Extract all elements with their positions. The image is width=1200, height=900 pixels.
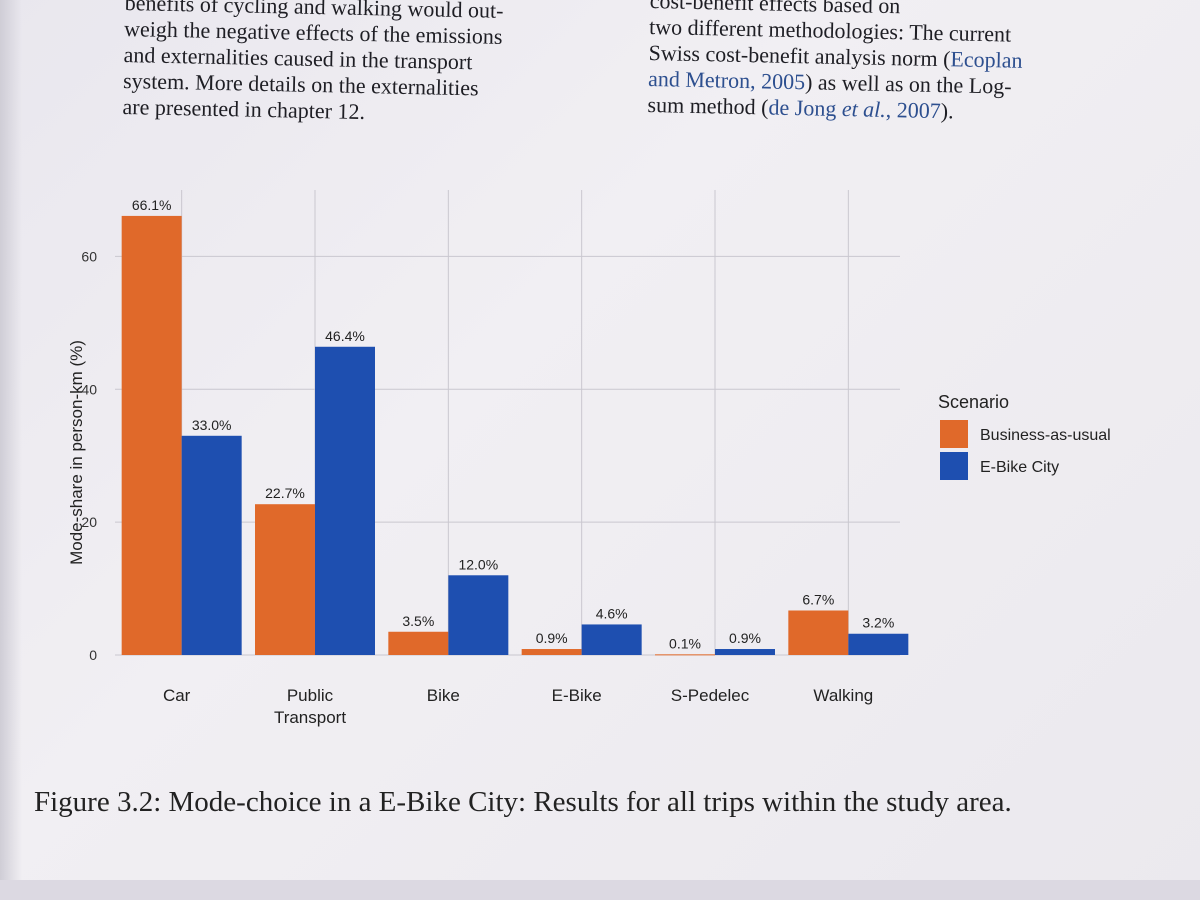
y-tick-label-20: 20 xyxy=(81,514,97,530)
y-tick-label-0: 0 xyxy=(89,647,97,663)
chart-labels: 0 20 40 60 66.1% 33.0% Car 22.7% 46.4% Public Tran… xyxy=(67,197,894,727)
bar-bau-2 xyxy=(388,631,449,655)
category-label-3: E-Bike xyxy=(552,686,602,705)
legend-label-bau: Business-as-usual xyxy=(980,427,1111,444)
chart-bars xyxy=(121,215,909,656)
category-label-2-line-0: Bike xyxy=(427,686,460,705)
value-label-ebike-1: 46.4% xyxy=(325,328,365,344)
value-label-bau-3: 0.9% xyxy=(536,630,568,646)
bar-bau-5 xyxy=(788,610,849,655)
bar-ebike-0 xyxy=(181,435,242,655)
y-axis-title: Mode-share in person-km (%) xyxy=(67,340,86,565)
category-label-3-line-0: E-Bike xyxy=(552,686,602,705)
legend-swatch-bau xyxy=(940,420,968,448)
bar-bau-3 xyxy=(521,649,582,655)
y-tick-label-40: 40 xyxy=(81,381,97,397)
category-label-1-line-0: Public xyxy=(287,686,334,705)
category-label-0: Car xyxy=(163,686,191,705)
value-label-ebike-5: 3.2% xyxy=(862,615,894,631)
value-label-ebike-0: 33.0% xyxy=(192,417,232,433)
category-label-0-line-0: Car xyxy=(163,686,191,705)
bar-bau-4 xyxy=(655,654,715,656)
category-label-1-line-1: Transport xyxy=(274,708,346,727)
next-page-strip xyxy=(0,880,1200,900)
bar-ebike-1 xyxy=(315,346,375,655)
figure-caption: Figure 3.2: Mode-choice in a E-Bike City… xyxy=(34,786,1012,818)
value-label-bau-2: 3.5% xyxy=(402,613,434,629)
category-label-5-line-0: Walking xyxy=(813,686,873,705)
value-label-ebike-2: 12.0% xyxy=(458,556,498,572)
category-label-5: Walking xyxy=(813,686,873,705)
category-label-4: S-Pedelec xyxy=(671,686,750,705)
bar-bau-1 xyxy=(255,504,315,655)
chart-legend: Scenario Business-as-usual E-Bike City xyxy=(938,392,1111,480)
bar-ebike-2 xyxy=(448,575,509,655)
y-tick-label-60: 60 xyxy=(81,248,97,264)
page-edge-shadow xyxy=(0,0,22,900)
category-label-1: Public Transport xyxy=(274,686,346,727)
legend-title: Scenario xyxy=(938,392,1009,412)
category-label-2: Bike xyxy=(427,686,460,705)
legend-label-ebike: E-Bike City xyxy=(980,459,1059,476)
value-label-ebike-4: 0.9% xyxy=(729,630,761,646)
value-label-bau-5: 6.7% xyxy=(802,591,834,607)
value-label-bau-0: 66.1% xyxy=(132,197,172,213)
category-label-4-line-0: S-Pedelec xyxy=(671,686,750,705)
bar-bau-0 xyxy=(121,215,182,655)
value-label-bau-1: 22.7% xyxy=(265,485,305,501)
legend-swatch-ebike xyxy=(940,452,968,480)
bar-ebike-4 xyxy=(715,649,775,655)
bar-ebike-5 xyxy=(848,633,909,655)
value-label-ebike-3: 4.6% xyxy=(596,605,628,621)
bar-ebike-3 xyxy=(581,624,642,655)
value-label-bau-4: 0.1% xyxy=(669,635,701,651)
